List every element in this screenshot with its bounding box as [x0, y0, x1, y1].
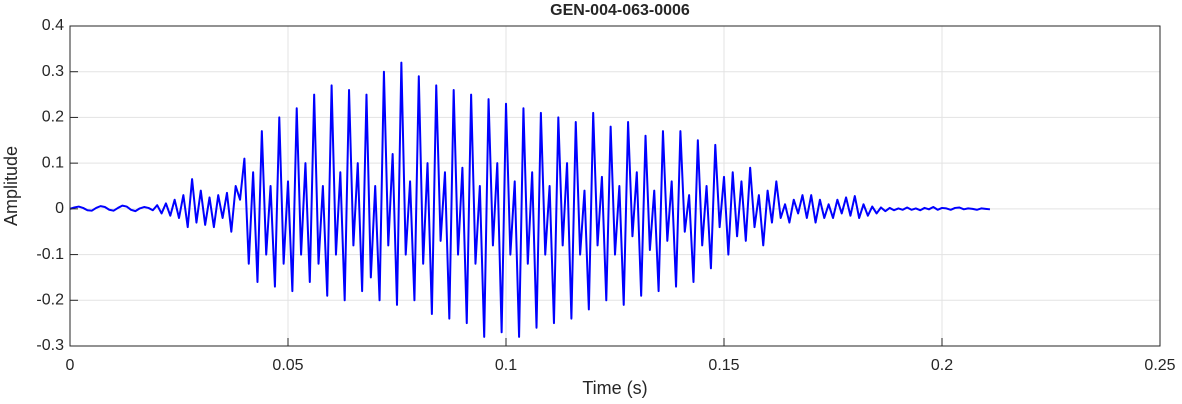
y-tick-label: 0.4	[42, 17, 64, 34]
x-tick-label: 0	[66, 357, 75, 374]
y-tick-label: -0.1	[36, 246, 64, 263]
y-tick-label: 0.2	[42, 109, 64, 126]
chart-title: GEN-004-063-0006	[550, 2, 690, 19]
plot	[69, 61, 991, 338]
x-axis-label: Time (s)	[582, 378, 647, 398]
y-tick-label: 0.1	[42, 154, 64, 171]
x-tick-label: 0.1	[495, 357, 517, 374]
y-tick-label: -0.2	[36, 292, 64, 309]
x-tick-label: 0.25	[1144, 357, 1175, 374]
y-tick-label: 0	[55, 200, 64, 217]
y-tick-label: -0.3	[36, 337, 64, 354]
x-tick-label: 0.2	[931, 357, 953, 374]
y-tick-label: 0.3	[42, 63, 64, 80]
axes-box	[69, 25, 1161, 347]
y-axis-label: Amplitude	[1, 146, 21, 226]
x-tick-label: 0.15	[708, 357, 739, 374]
x-tick-label: 0.05	[272, 357, 303, 374]
waveform-line	[69, 61, 991, 338]
